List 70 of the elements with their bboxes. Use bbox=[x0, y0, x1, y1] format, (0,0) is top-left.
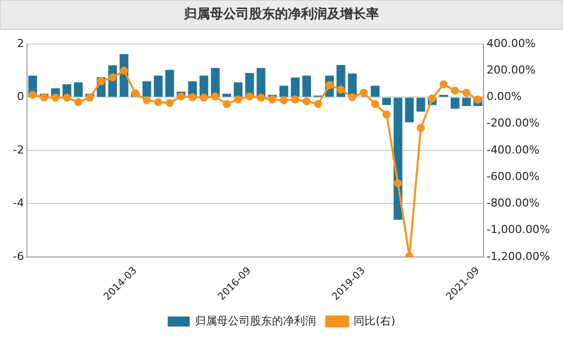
point bbox=[142, 96, 151, 104]
point bbox=[440, 80, 448, 88]
y2-tick-label: -1,200.00% bbox=[486, 250, 550, 263]
point bbox=[256, 94, 265, 102]
point bbox=[394, 179, 402, 188]
point bbox=[200, 94, 208, 102]
bar bbox=[256, 68, 266, 97]
bar bbox=[462, 98, 471, 106]
point bbox=[462, 88, 470, 97]
point bbox=[40, 93, 48, 102]
point bbox=[222, 100, 231, 108]
y2-tick-label: -1,000.00% bbox=[486, 223, 550, 236]
bar bbox=[302, 76, 312, 97]
y2-tick-label: -800.00% bbox=[486, 196, 540, 210]
point bbox=[371, 100, 380, 108]
chart-title: 归属母公司股东的净利润及增长率 bbox=[0, 0, 563, 30]
y2-tick-label: -200.00% bbox=[486, 116, 540, 130]
bar bbox=[290, 78, 300, 97]
point bbox=[416, 124, 425, 132]
point bbox=[166, 98, 174, 107]
point bbox=[451, 86, 460, 95]
point bbox=[131, 89, 140, 98]
point bbox=[336, 86, 345, 94]
point bbox=[177, 92, 186, 100]
point bbox=[428, 94, 436, 102]
point bbox=[360, 88, 368, 97]
point bbox=[62, 94, 71, 102]
bar bbox=[450, 98, 460, 109]
y-tick-label: 2 bbox=[16, 36, 24, 50]
y-tick-label: 0 bbox=[16, 90, 24, 104]
bar bbox=[416, 98, 426, 112]
point bbox=[234, 96, 242, 104]
bar bbox=[382, 98, 391, 105]
bar bbox=[142, 81, 152, 97]
bar bbox=[74, 82, 83, 97]
bar bbox=[154, 76, 163, 97]
point bbox=[97, 77, 106, 86]
point bbox=[28, 90, 37, 99]
y2-tick-label: -600.00% bbox=[486, 170, 540, 183]
y2-tick-label: -400.00% bbox=[486, 143, 540, 156]
bar bbox=[370, 86, 380, 97]
point bbox=[52, 94, 60, 102]
point bbox=[188, 93, 196, 102]
y-tick-label: -6 bbox=[13, 250, 24, 263]
point bbox=[280, 96, 288, 104]
legend-label: 同比(右) bbox=[354, 314, 396, 328]
y2-tick-label: 200.00% bbox=[486, 63, 536, 76]
bar bbox=[200, 76, 208, 97]
point bbox=[348, 93, 356, 102]
bar bbox=[279, 86, 288, 97]
point bbox=[154, 98, 162, 106]
point bbox=[302, 97, 311, 106]
point bbox=[291, 96, 300, 104]
legend-label: 归属母公司股东的净利润 bbox=[195, 314, 316, 328]
bar bbox=[405, 98, 414, 122]
point bbox=[86, 94, 94, 102]
bar bbox=[234, 82, 243, 97]
point bbox=[268, 96, 276, 104]
point bbox=[211, 92, 220, 100]
point bbox=[120, 66, 128, 75]
point bbox=[74, 98, 82, 106]
y-tick-label: -4 bbox=[13, 196, 24, 210]
point bbox=[246, 92, 254, 100]
bar bbox=[165, 70, 174, 97]
point bbox=[474, 96, 482, 104]
y-tick-label: -2 bbox=[13, 143, 24, 156]
y2-tick-label: 400.00% bbox=[486, 36, 536, 50]
y2-tick-label: 0.00% bbox=[486, 90, 522, 104]
point bbox=[314, 100, 322, 108]
point bbox=[382, 110, 391, 118]
